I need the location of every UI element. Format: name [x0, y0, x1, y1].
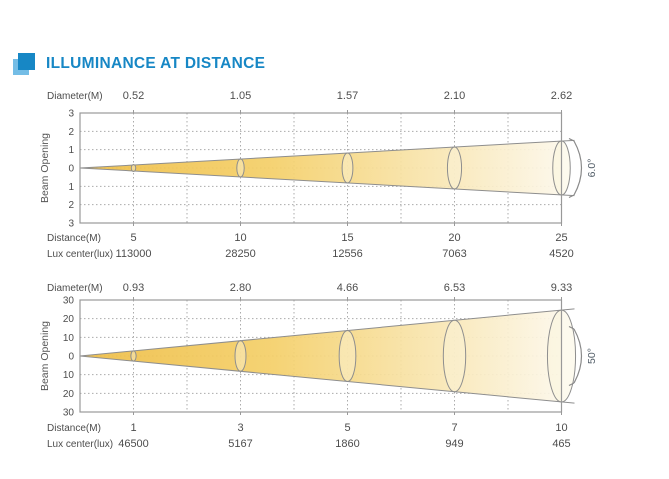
beam-chart-narrow: Diameter(M) 0.52 1.05 1.57 2.10 2.6232101236.…: [39, 90, 598, 260]
y-tick-label: 2: [68, 127, 74, 138]
distance-value: 3: [237, 422, 243, 434]
diameter-value: 9.33: [551, 282, 572, 294]
y-tick-label: 3: [68, 109, 74, 120]
section-title: ILLUMINANCE AT DISTANCE: [46, 55, 266, 72]
diameter-value: 2.62: [551, 90, 572, 102]
distance-value: 10: [555, 422, 567, 434]
marker-square-dark: [18, 53, 35, 70]
plot-frame: [79, 299, 563, 413]
y-tick-label: 30: [63, 296, 75, 307]
beam-angle-arc-hook-bottom: [568, 194, 575, 199]
beam-edge-bottom: [79, 355, 575, 404]
beam-edge-top: [79, 308, 575, 357]
y-tick-label: 2: [68, 200, 74, 211]
diameter-value: 1.57: [337, 90, 358, 102]
distance-value: 7: [451, 422, 457, 434]
lux-value: 12556: [332, 248, 363, 260]
beam-chart-wide: Diameter(M) 0.93 2.80 4.66 6.53 9.33 30 20 10 0 10…: [39, 282, 598, 450]
y-tick-label: 10: [63, 333, 75, 344]
beam-spot-ellipse: [442, 319, 467, 393]
y-tick-label: 1: [68, 145, 74, 156]
diameter-value: 0.52: [123, 90, 144, 102]
distance-value: 15: [341, 232, 353, 244]
beam-edge-top: [79, 139, 575, 169]
y-axis-label: Beam Opening: [39, 321, 51, 391]
section-marker-icon: [13, 52, 37, 76]
beam-edge-bottom: [79, 167, 575, 197]
diameter-value: 4.66: [337, 282, 358, 294]
lux-value: 113000: [116, 248, 152, 260]
y-axis-label: Beam Opening: [39, 133, 51, 203]
distance-value: 20: [448, 232, 460, 244]
beam-angle-label: 6.0°: [586, 159, 598, 178]
distance-value: 25: [555, 232, 567, 244]
diameter-value: 0.93: [123, 282, 144, 294]
diameter-row-label: Diameter(M): [47, 91, 103, 102]
diameter-value: 2.80: [230, 282, 251, 294]
lux-value: 4520: [549, 248, 573, 260]
beam-angle-arc-hook-top: [568, 325, 575, 330]
distance-value: 1: [130, 422, 136, 434]
distance-row-label: Distance(M): [47, 233, 101, 244]
distance-value: 10: [234, 232, 246, 244]
beam-spot-ellipse: [130, 164, 137, 172]
distance-row-label: Distance(M): [47, 423, 101, 434]
lux-row-label: Lux center(lux): [47, 249, 113, 260]
lux-value: 46500: [118, 438, 149, 450]
beam-spot-ellipse: [236, 158, 245, 178]
beam-spot-ellipse: [338, 329, 357, 383]
y-tick-label: 30: [63, 408, 75, 419]
lux-value: 7063: [442, 248, 466, 260]
beam-cone: [80, 141, 562, 195]
distance-value: 5: [130, 232, 136, 244]
y-tick-label: 20: [63, 314, 75, 325]
lux-value: 28250: [225, 248, 256, 260]
y-tick-label: 0: [68, 164, 74, 175]
beam-spot-ellipse: [234, 340, 247, 372]
section-header: ILLUMINANCE AT DISTANCE: [13, 51, 265, 77]
distance-value: 5: [344, 422, 350, 434]
lux-value: 5167: [228, 438, 252, 450]
beam-spot-ellipse: [341, 152, 354, 184]
lux-value: 465: [552, 438, 570, 450]
y-tick-label: 1: [68, 182, 74, 193]
beam-angle-arc-hook-bottom: [568, 382, 575, 387]
beam-angle-label: 50°: [586, 348, 598, 364]
beam-cone: [80, 310, 562, 402]
y-tick-label: 10: [63, 370, 75, 381]
diameter-value: 6.53: [444, 282, 465, 294]
y-tick-label: 0: [68, 352, 74, 363]
y-tick-label: 20: [63, 389, 75, 400]
y-tick-label: 3: [68, 219, 74, 230]
diameter-row-label: Diameter(M): [47, 283, 103, 294]
beam-angle-arc-hook-top: [568, 137, 575, 142]
beam-spot-ellipse: [130, 350, 137, 362]
lux-row-label: Lux center(lux): [47, 439, 113, 450]
beam-angle-arc: [573, 140, 583, 196]
diameter-value: 2.10: [444, 90, 465, 102]
lux-value: 1860: [335, 438, 359, 450]
plot-frame: [79, 112, 563, 224]
lux-value: 949: [445, 438, 463, 450]
diameter-value: 1.05: [230, 90, 251, 102]
beam-spot-ellipse: [446, 146, 463, 190]
beam-angle-arc: [573, 328, 583, 384]
